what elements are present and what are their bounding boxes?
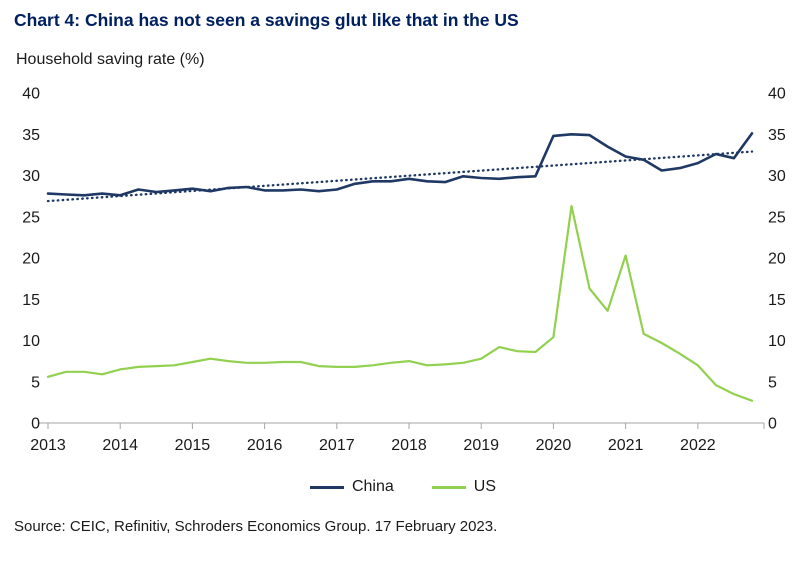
y-axis-tick-label-left: 25 — [22, 209, 40, 226]
y-axis-tick-label-right: 10 — [768, 333, 786, 350]
china-trend-line — [46, 150, 754, 203]
x-axis-tick-label: 2013 — [30, 437, 66, 454]
y-axis-tick-label-left: 15 — [22, 292, 40, 309]
us-line-swatch — [431, 485, 466, 489]
y-axis-tick-label-left: 35 — [22, 127, 40, 144]
china-line-swatch — [309, 485, 344, 489]
y-axis-tick-label-left: 5 — [31, 374, 40, 391]
us-line — [46, 204, 754, 402]
y-axis-tick-label-left: 20 — [22, 251, 40, 268]
x-axis-tick-label: 2021 — [608, 437, 644, 454]
y-axis-tick-label-right: 35 — [768, 127, 786, 144]
line-chart: 2013 2014 2015 2016 2017 2018 2019 2020 2021 2022… — [22, 86, 786, 455]
x-axis-tick-label: 2014 — [102, 437, 138, 454]
y-axis-tick-label-right: 25 — [768, 209, 786, 226]
china-line — [46, 132, 754, 197]
legend-item-us: US — [431, 478, 497, 496]
source-note: Source: CEIC, Refinitiv, Schroders Econo… — [14, 518, 498, 535]
y-axis-tick-label-left: 30 — [22, 168, 40, 185]
y-axis-tick-label-right: 5 — [768, 374, 777, 391]
y-axis-tick-label-right: 0 — [768, 416, 777, 433]
chart-title: Chart 4: China has not seen a savings gl… — [14, 10, 519, 30]
x-axis-tick-label: 2019 — [463, 437, 499, 454]
y-axis-tick-label-right: 20 — [768, 251, 786, 268]
x-axis-tick-label: 2015 — [175, 437, 211, 454]
x-axis-tick-label: 2017 — [319, 437, 355, 454]
y-axis-tick-label-right: 15 — [768, 292, 786, 309]
y-axis-tick-label-left: 40 — [22, 86, 40, 103]
chart-legend: China US — [14, 478, 792, 496]
x-axis-tick-label: 2016 — [247, 437, 283, 454]
y-axis-tick-label-left: 0 — [31, 416, 40, 433]
legend-item-china: China — [309, 478, 394, 496]
x-axis-tick-label: 2022 — [680, 437, 716, 454]
x-axis-tick-label: 2018 — [391, 437, 427, 454]
y-axis-unit-label: Household saving rate (%) — [16, 51, 205, 68]
legend-label-china: China — [351, 478, 394, 495]
x-axis-tick-label: 2020 — [536, 437, 572, 454]
y-axis-tick-label-right: 40 — [768, 86, 786, 103]
y-axis-tick-label-left: 10 — [22, 333, 40, 350]
legend-label-us: US — [473, 478, 497, 495]
y-axis-tick-label-right: 30 — [768, 168, 786, 185]
